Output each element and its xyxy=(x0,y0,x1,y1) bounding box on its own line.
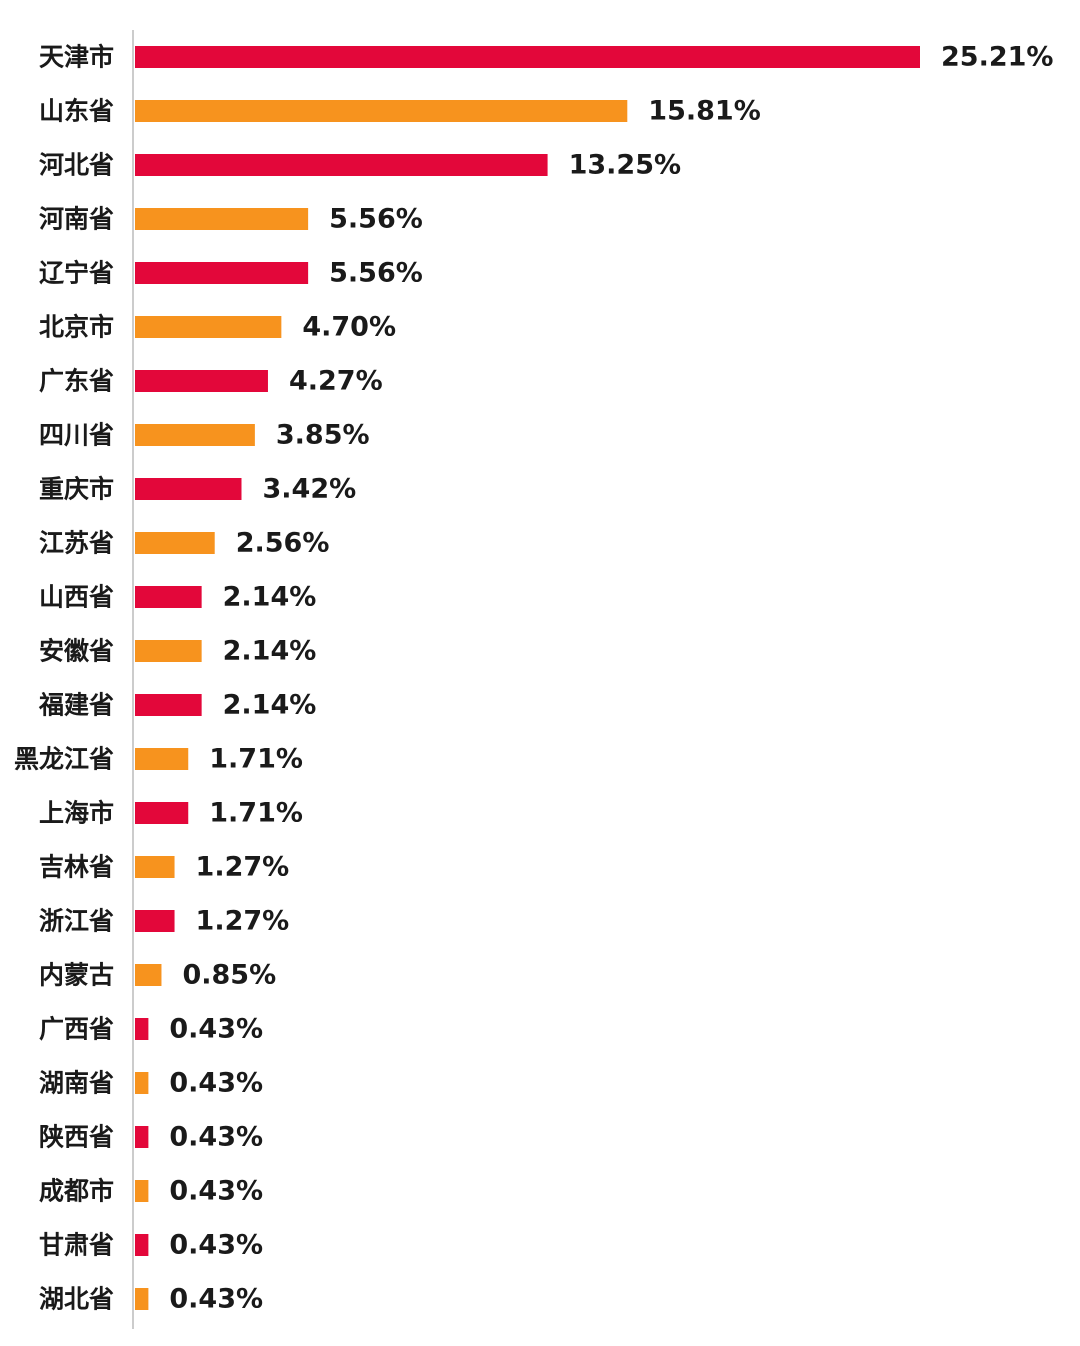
value-label: 0.43% xyxy=(169,1176,263,1207)
value-label: 0.43% xyxy=(169,1230,263,1261)
bar xyxy=(135,1288,149,1310)
value-label: 0.85% xyxy=(182,960,276,991)
category-labels: 天津市山东省河北省河南省辽宁省北京市广东省四川省重庆市江苏省山西省安徽省福建省黑… xyxy=(14,43,114,1314)
category-label: 辽宁省 xyxy=(39,259,114,288)
category-label: 黑龙江省 xyxy=(14,745,114,774)
value-label: 3.42% xyxy=(262,474,356,505)
value-label: 1.71% xyxy=(209,744,303,775)
category-label: 广西省 xyxy=(39,1015,114,1044)
category-label: 陕西省 xyxy=(39,1123,114,1152)
value-label: 13.25% xyxy=(569,150,681,181)
value-label: 5.56% xyxy=(329,204,423,235)
bar xyxy=(135,100,628,122)
bar xyxy=(135,586,202,608)
category-label: 广东省 xyxy=(39,367,114,396)
category-label: 浙江省 xyxy=(39,907,114,936)
value-label: 4.27% xyxy=(289,366,383,397)
category-label: 湖南省 xyxy=(39,1069,114,1098)
category-label: 山东省 xyxy=(39,97,114,126)
bar xyxy=(135,856,175,878)
value-label: 15.81% xyxy=(648,96,760,127)
bar xyxy=(135,640,202,662)
bar xyxy=(135,694,202,716)
bars xyxy=(135,46,920,1310)
category-label: 天津市 xyxy=(39,43,114,72)
value-labels: 25.21% 15.81% 13.25% 5.56% 5.56% 4.70% 4.27% 3.… xyxy=(169,42,1053,1315)
value-label: 5.56% xyxy=(329,258,423,289)
category-label: 江苏省 xyxy=(39,529,114,558)
category-label: 内蒙古 xyxy=(39,961,114,990)
bar xyxy=(135,370,268,392)
value-label: 0.43% xyxy=(169,1122,263,1153)
value-label: 1.27% xyxy=(196,906,290,937)
value-label: 2.14% xyxy=(223,690,317,721)
category-label: 甘肃省 xyxy=(39,1231,114,1260)
category-label: 河南省 xyxy=(39,205,114,234)
bar xyxy=(135,1234,149,1256)
category-label: 北京市 xyxy=(39,313,114,342)
category-label: 重庆市 xyxy=(39,475,114,504)
category-label: 吉林省 xyxy=(39,853,114,882)
category-label: 山西省 xyxy=(39,583,114,612)
bar xyxy=(135,478,242,500)
value-label: 25.21% xyxy=(941,42,1053,73)
bar xyxy=(135,208,309,230)
category-label: 上海市 xyxy=(39,799,114,828)
value-label: 2.14% xyxy=(223,636,317,667)
category-label: 四川省 xyxy=(39,421,114,450)
value-label: 0.43% xyxy=(169,1068,263,1099)
bar xyxy=(135,802,189,824)
bar xyxy=(135,46,920,68)
value-label: 1.27% xyxy=(196,852,290,883)
bar xyxy=(135,154,548,176)
bar xyxy=(135,910,175,932)
value-label: 2.56% xyxy=(236,528,330,559)
value-label: 1.71% xyxy=(209,798,303,829)
bar xyxy=(135,316,282,338)
bar xyxy=(135,1072,149,1094)
bar xyxy=(135,1018,149,1040)
value-label: 2.14% xyxy=(223,582,317,613)
category-label: 安徽省 xyxy=(39,637,114,666)
category-label: 河北省 xyxy=(39,151,114,180)
bar xyxy=(135,424,255,446)
bar xyxy=(135,262,309,284)
bar xyxy=(135,964,162,986)
value-label: 0.43% xyxy=(169,1284,263,1315)
bar xyxy=(135,1180,149,1202)
category-label: 福建省 xyxy=(38,691,114,720)
category-label: 成都市 xyxy=(39,1177,114,1206)
bar xyxy=(135,532,215,554)
value-label: 3.85% xyxy=(276,420,370,451)
value-label: 4.70% xyxy=(302,312,396,343)
value-label: 0.43% xyxy=(169,1014,263,1045)
bar xyxy=(135,748,189,770)
category-label: 湖北省 xyxy=(39,1285,114,1314)
bar xyxy=(135,1126,149,1148)
